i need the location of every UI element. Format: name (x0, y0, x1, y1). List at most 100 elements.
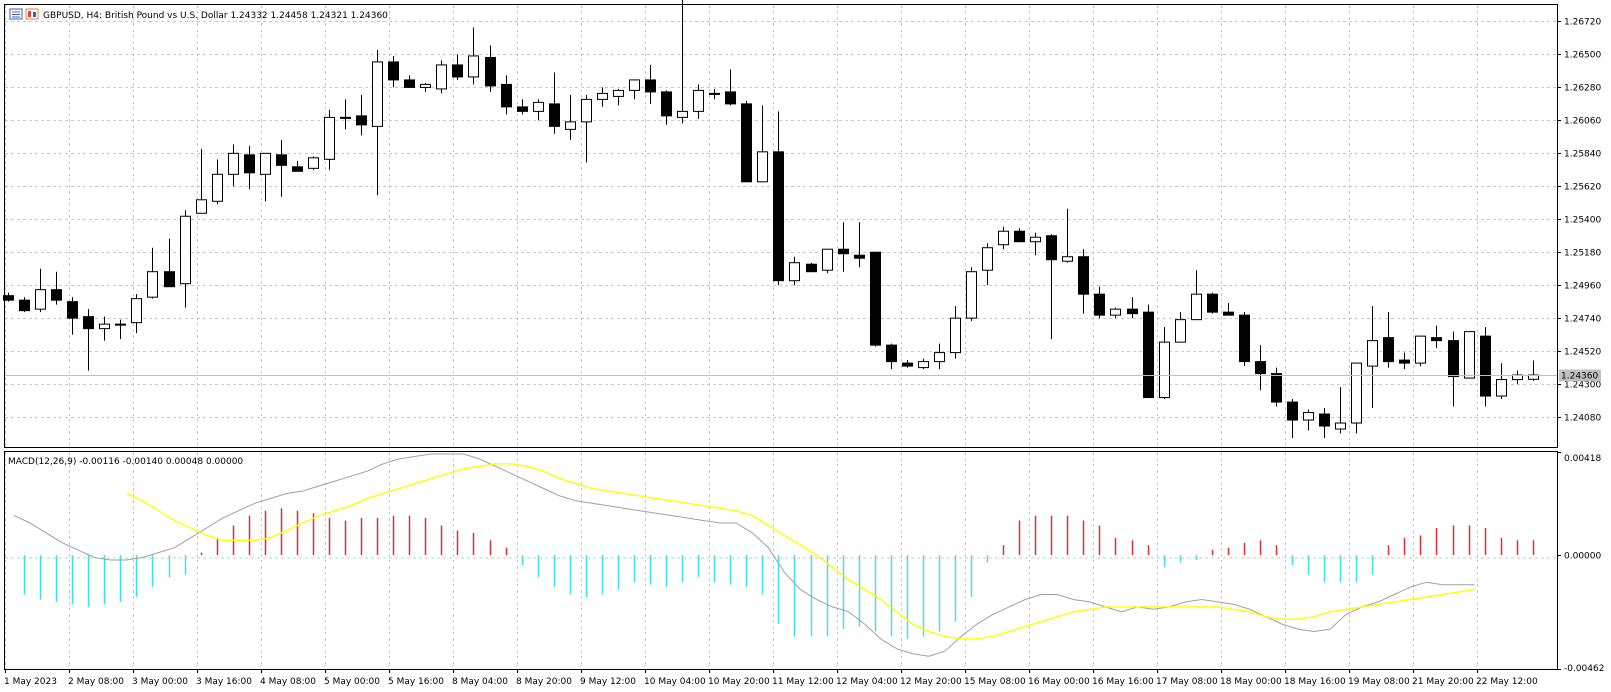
candle (725, 69, 736, 106)
price-panel[interactable]: 1.26720 1.26500 1.26280 1.26060 1.25840 1.256… (3, 0, 1602, 669)
candle (3, 292, 14, 302)
time-tick-label: 18 May 16:00 (1284, 677, 1346, 687)
candle (131, 294, 142, 334)
bull-candle-body (597, 92, 608, 100)
candle (597, 87, 608, 107)
bear-candle-body (19, 299, 30, 312)
bear-candle-body (1287, 401, 1298, 421)
macd-axis: 0.00418 0.00000 -0.00462 (1557, 452, 1604, 674)
candle (1464, 331, 1475, 379)
candle (501, 75, 512, 115)
candle (1335, 387, 1346, 434)
price-tick-label: 1.24520 (1564, 348, 1601, 358)
macd-panel[interactable]: 0.00418 0.00000 -0.00462 MACD(12,26,9) -0.… (4, 451, 1605, 675)
bear-candle-body (838, 248, 849, 255)
candle (67, 297, 78, 335)
candle (1143, 304, 1154, 399)
bear-candle-body (83, 316, 94, 330)
bear-candle-body (388, 61, 399, 81)
candle (693, 84, 704, 119)
candle (485, 45, 496, 92)
bear-candle-body (1127, 308, 1138, 315)
candle (164, 238, 175, 288)
bull-candle-body (1415, 335, 1426, 364)
time-tick-label: 16 May 16:00 (1092, 677, 1154, 687)
price-tick-label: 1.26060 (1564, 117, 1601, 127)
bull-candle-body (35, 289, 46, 310)
candle (565, 94, 576, 140)
bull-candle-body (966, 271, 977, 319)
bear-candle-body (164, 271, 175, 288)
bear-candle-body (773, 151, 784, 282)
symbol-icon[interactable] (9, 8, 23, 20)
candle (388, 55, 399, 88)
bull-candle-body (212, 173, 223, 202)
bear-candle-body (645, 79, 656, 93)
candle (966, 267, 977, 322)
time-tick-label: 19 May 08:00 (1348, 677, 1410, 687)
candle (35, 268, 46, 313)
time-tick-label: 8 May 04:00 (452, 677, 508, 687)
time-tick-label: 12 May 04:00 (836, 677, 898, 687)
price-tick-label: 1.25180 (1564, 249, 1601, 259)
candle (517, 99, 528, 115)
bull-candle-body (468, 55, 479, 78)
time-tick-label: 9 May 12:00 (580, 677, 636, 687)
candle (789, 256, 800, 286)
candle (356, 94, 367, 136)
time-tick-label: 10 May 04:00 (644, 677, 706, 687)
price-tick-label: 1.26500 (1564, 51, 1601, 61)
candle (147, 247, 158, 299)
bull-candle-body (533, 101, 544, 112)
time-tick-label: 4 May 08:00 (260, 677, 316, 687)
candle (757, 105, 768, 183)
time-tick-label: 5 May 00:00 (324, 677, 380, 687)
time-tick-label: 15 May 08:00 (964, 677, 1026, 687)
time-tick-label: 10 May 20:00 (708, 677, 770, 687)
chart-type-icon[interactable] (25, 8, 39, 20)
bull-candle-body (998, 230, 1009, 246)
bear-candle-body (404, 79, 415, 88)
price-tick-label: 1.24960 (1564, 282, 1601, 292)
macd-header: MACD(12,26,9) -0.00116 -0.00140 0.00048 … (8, 457, 243, 467)
candle (1175, 312, 1186, 343)
candle (661, 90, 672, 125)
bull-candle-body (1464, 331, 1475, 379)
bull-candle-body (709, 92, 720, 95)
candle (822, 248, 833, 274)
time-tick-label: 22 May 12:00 (1476, 677, 1538, 687)
bull-candle-body (1062, 256, 1073, 262)
time-tick-label: 11 May 12:00 (772, 677, 834, 687)
price-tick-label: 1.26720 (1564, 18, 1601, 28)
candle (99, 316, 110, 341)
candles-group (3, 0, 1539, 439)
bear-candle-body (1239, 314, 1250, 363)
candle (998, 226, 1009, 250)
bull-candle-body (613, 89, 624, 97)
candle (244, 145, 255, 190)
candle (228, 144, 239, 187)
macd-tick-label: 0.00000 (1564, 552, 1601, 562)
bear-candle-body (661, 91, 672, 117)
candle (677, 0, 688, 124)
candle (934, 343, 945, 370)
price-tick-label: 1.24080 (1564, 414, 1601, 424)
price-tick-label: 1.25840 (1564, 150, 1601, 160)
bear-candle-body (1431, 337, 1442, 342)
candle (629, 79, 640, 100)
candle (19, 297, 30, 313)
bull-candle-body (228, 152, 239, 175)
candle (1223, 303, 1234, 316)
current-price-tag: 1.24360 (1559, 369, 1601, 382)
bear-candle-body (485, 56, 496, 87)
bull-candle-body (822, 248, 833, 271)
candle (1367, 306, 1378, 409)
candle (212, 159, 223, 205)
bear-candle-body (1271, 373, 1282, 403)
bull-candle-body (180, 215, 191, 285)
time-tick-label: 3 May 16:00 (196, 677, 252, 687)
bear-candle-body (806, 263, 817, 273)
bull-candle-body (308, 157, 319, 169)
bear-candle-body (870, 251, 881, 346)
